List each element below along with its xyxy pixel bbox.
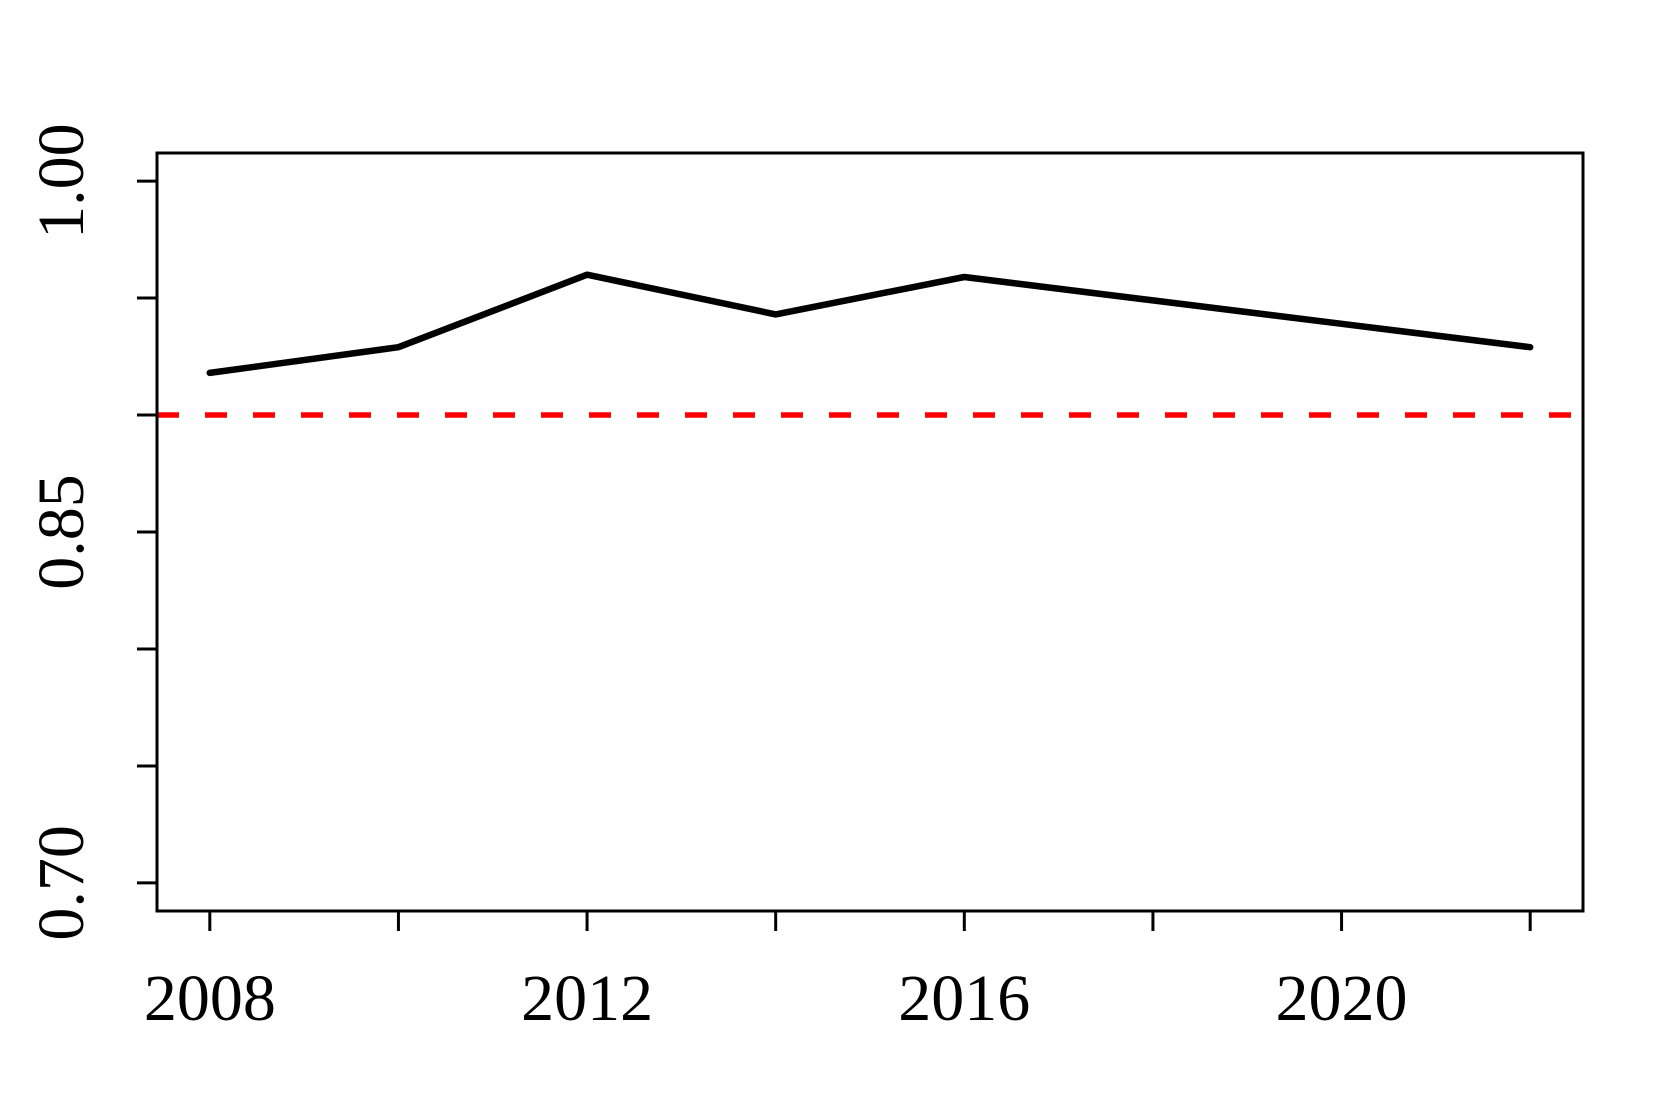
data-line-observed-rate [206, 271, 1534, 377]
x-axis-tick-label: 2016 [898, 962, 1030, 1035]
y-axis-tick-label: 0.70 [25, 825, 98, 941]
y-axis-tick-label: 1.00 [25, 123, 98, 239]
x-axis-tick-label: 2008 [144, 962, 276, 1035]
x-axis-tick-label: 2012 [521, 962, 653, 1035]
y-axis-tick-label: 0.85 [25, 474, 98, 590]
x-axis-tick-label: 2020 [1276, 962, 1408, 1035]
